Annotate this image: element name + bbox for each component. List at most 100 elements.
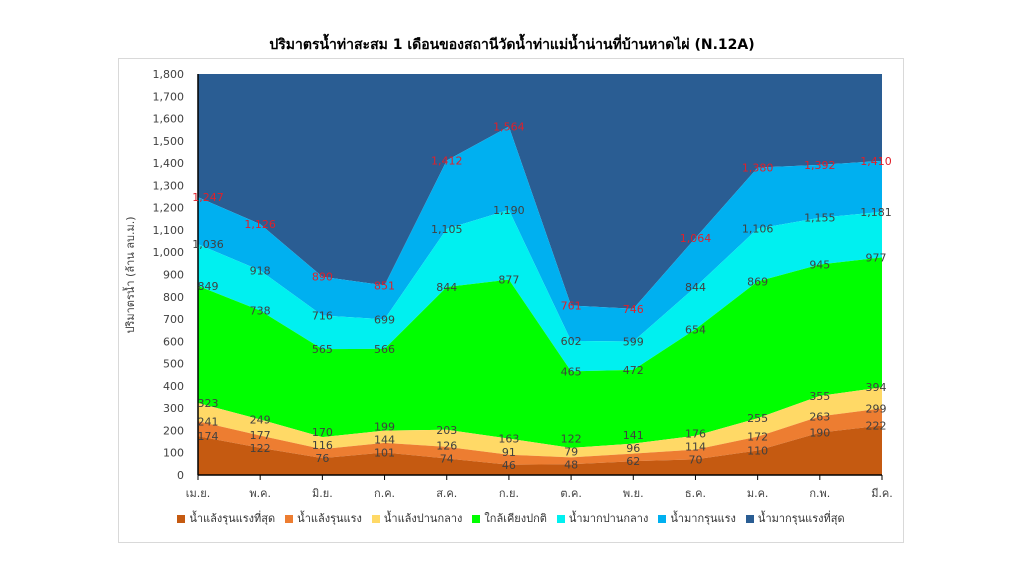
data-label: 945 — [809, 258, 830, 271]
data-label: 74 — [440, 453, 454, 466]
y-tick-label: 400 — [163, 380, 184, 393]
area-series-5 — [198, 209, 882, 372]
data-label: 1,190 — [493, 204, 525, 217]
y-tick-label: 600 — [163, 335, 184, 348]
y-tick-label: 100 — [163, 447, 184, 460]
data-label: 869 — [747, 275, 768, 288]
x-tick-label: ม.ค. — [747, 487, 769, 500]
data-label: 1,380 — [742, 162, 774, 175]
data-label: 465 — [561, 365, 582, 378]
data-label: 977 — [866, 251, 887, 264]
data-label: 101 — [374, 446, 395, 459]
y-tick-label: 1,800 — [153, 68, 185, 81]
area-series-1 — [198, 425, 882, 475]
data-label: 1,155 — [804, 212, 836, 225]
area-series-4 — [198, 257, 882, 448]
data-label: 76 — [315, 452, 329, 465]
data-label: 203 — [436, 424, 457, 437]
y-tick-label: 0 — [177, 469, 184, 482]
y-tick-label: 1,400 — [153, 157, 185, 170]
data-label: 844 — [685, 281, 706, 294]
data-label: 565 — [312, 343, 333, 356]
data-label: 199 — [374, 420, 395, 433]
legend-item: น้ำมากปานกลาง — [556, 512, 649, 525]
data-label: 599 — [623, 336, 644, 349]
legend-item: น้ำแล้งรุนแรงที่สุด — [177, 512, 275, 525]
data-label: 738 — [250, 305, 271, 318]
data-label: 122 — [561, 432, 582, 445]
data-label: 1,064 — [680, 232, 712, 245]
legend-label: ใกล้เคียงปกติ — [484, 512, 547, 525]
data-label: 174 — [198, 430, 219, 443]
y-tick-label: 1,700 — [153, 90, 185, 103]
x-tick-label: พ.ค. — [249, 487, 271, 500]
data-label: 122 — [250, 442, 271, 455]
legend-item: ใกล้เคียงปกติ — [472, 512, 547, 525]
legend-swatch — [745, 514, 754, 523]
data-label: 323 — [198, 397, 219, 410]
chart-title: ปริมาตรน้ำท่าสะสม 1 เดือนของสถานีวัดน้ำท… — [269, 37, 755, 53]
data-label: 141 — [623, 429, 644, 442]
data-label: 249 — [250, 414, 271, 427]
data-label: 746 — [623, 303, 644, 316]
data-label: 654 — [685, 323, 706, 336]
data-label: 716 — [312, 309, 333, 322]
legend-swatch — [658, 514, 667, 523]
data-label: 1,181 — [860, 206, 892, 219]
legend-item: น้ำมากรุนแรง — [658, 512, 736, 525]
x-tick-label: ส.ค. — [436, 487, 457, 500]
legend: น้ำแล้งรุนแรงที่สุด น้ำแล้งรุนแรง น้ำแล้งป… — [122, 512, 900, 525]
y-tick-label: 700 — [163, 313, 184, 326]
data-label: 116 — [312, 439, 333, 452]
y-tick-label: 1,300 — [153, 179, 185, 192]
data-label: 918 — [250, 264, 271, 277]
data-label: 222 — [866, 420, 887, 433]
y-tick-label: 500 — [163, 358, 184, 371]
data-label: 241 — [198, 415, 219, 428]
legend-swatch — [177, 514, 186, 523]
data-label: 849 — [198, 280, 219, 293]
x-tick-label: ธ.ค. — [685, 487, 706, 500]
legend-label: น้ำมากปานกลาง — [568, 512, 649, 525]
data-label: 1,126 — [244, 218, 276, 231]
x-tick-label: ก.พ. — [809, 487, 830, 500]
data-label: 602 — [561, 335, 582, 348]
data-label: 96 — [626, 442, 640, 455]
legend-label: น้ำแล้งปานกลาง — [383, 512, 463, 525]
data-label: 355 — [809, 390, 830, 403]
legend-swatch — [371, 514, 380, 523]
x-tick-label: มี.ค. — [871, 487, 893, 500]
legend-label: น้ำแล้งรุนแรง — [297, 512, 362, 525]
legend-item: น้ำแล้งรุนแรง — [285, 512, 362, 525]
x-tick-label: ก.ย. — [499, 487, 519, 500]
data-label: 566 — [374, 343, 395, 356]
legend-item: น้ำแล้งปานกลาง — [371, 512, 463, 525]
area-series-3 — [198, 387, 882, 458]
y-tick-label: 1,100 — [153, 224, 185, 237]
data-label: 890 — [312, 271, 333, 284]
data-label: 263 — [809, 410, 830, 423]
data-label: 1,410 — [860, 155, 892, 168]
data-label: 1,412 — [431, 154, 463, 167]
data-label: 70 — [688, 453, 702, 466]
data-label: 163 — [498, 433, 519, 446]
data-label: 91 — [502, 446, 516, 459]
data-label: 877 — [498, 274, 519, 287]
data-label: 48 — [564, 458, 578, 471]
x-tick-label: มิ.ย. — [312, 487, 333, 500]
legend-label: น้ำมากรุนแรงที่สุด — [757, 512, 845, 525]
data-label: 172 — [747, 431, 768, 444]
data-label: 1,106 — [742, 223, 774, 236]
data-label: 1,247 — [192, 191, 224, 204]
data-label: 844 — [436, 281, 457, 294]
data-label: 176 — [685, 427, 706, 440]
x-tick-label: เม.ย. — [186, 487, 210, 500]
chart-frame — [118, 58, 904, 543]
legend-item: น้ำมากรุนแรงที่สุด — [745, 512, 845, 525]
data-label: 699 — [374, 313, 395, 326]
data-label: 190 — [809, 427, 830, 440]
x-tick-label: ก.ค. — [374, 487, 395, 500]
data-label: 1,105 — [431, 223, 463, 236]
data-label: 394 — [866, 381, 887, 394]
